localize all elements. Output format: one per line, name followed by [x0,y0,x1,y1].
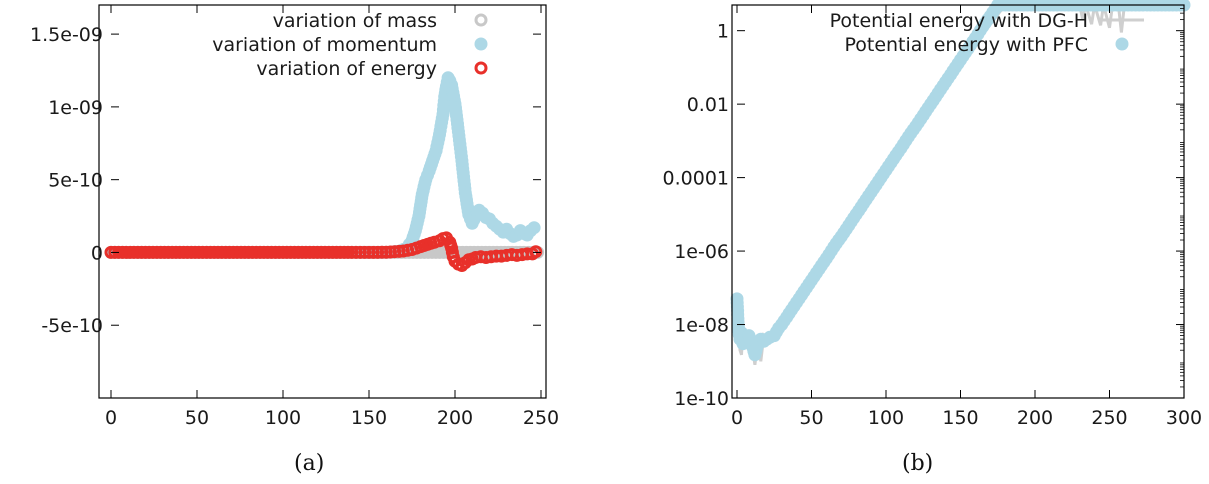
x-tick-label: 150 [942,407,978,429]
legend-label: variation of momentum [212,34,437,56]
y-tick-label: -5e-10 [41,315,103,337]
x-tick-label: 100 [265,407,301,429]
x-tick-label: 0 [731,407,743,429]
legend-key [474,61,488,75]
legend-label: Potential energy with DG-H [830,10,1088,32]
x-tick-label: 200 [1017,407,1053,429]
y-tick-label: 1e-09 [48,97,103,119]
x-tick-label: 100 [868,407,904,429]
legend-label: variation of mass [273,10,437,32]
y-tick-label: 1e-08 [674,315,729,337]
y-tick-label: 1.5e-09 [30,24,103,46]
legend-key [474,37,488,51]
legend-key [1115,37,1129,51]
x-tick-label: 150 [351,407,387,429]
chart-a: 0 50 100 150 200 250-5e-1005e-101e-091.5e-09 … [30,4,559,476]
chart-b-ticks: 0 50 100 150 200 250 300 1e-10 1e-08 1e-06 0.0001 0… [663,4,1202,429]
y-tick-label: 1e-06 [674,241,729,263]
data-point [529,245,543,259]
chart-a-ticks: 0 50 100 150 200 250 -5e-10 0 5e-10 1e-09 1.5e-09 [30,5,559,429]
legend-label: variation of energy [256,58,437,80]
x-tick-label: 200 [437,407,473,429]
x-tick-label: 0 [105,407,117,429]
chart-b: 0 50 100 150 200 250 300 1e-10 1e-08 1e-06 0.0001 0… [663,0,1202,476]
x-tick-label: 50 [185,407,209,429]
data-point [527,221,541,235]
y-tick-label: 0.01 [687,94,729,116]
series-variation-of-energy [104,231,543,272]
chart-b-frame [731,4,1185,399]
x-tick-label: 300 [1166,407,1202,429]
legend-label: Potential energy with PFC [844,34,1088,56]
x-tick-label: 250 [1091,407,1127,429]
chart-b-caption: (b) [902,451,933,476]
legend-key [474,13,488,27]
y-tick-label: 0.0001 [663,168,729,190]
y-tick-label: 5e-10 [48,170,103,192]
series-potential-energy-with-pfc [730,0,1191,362]
y-tick-label: 1 [717,21,729,43]
x-tick-label: 250 [523,407,559,429]
series-variation-of-momentum [104,71,541,259]
y-tick-label: 0 [91,242,103,264]
chart-a-series [104,71,545,272]
x-tick-label: 50 [799,407,823,429]
chart-a-caption: (a) [294,451,324,476]
chart-a-frame [98,4,547,399]
y-tick-label: 1e-10 [674,388,729,410]
